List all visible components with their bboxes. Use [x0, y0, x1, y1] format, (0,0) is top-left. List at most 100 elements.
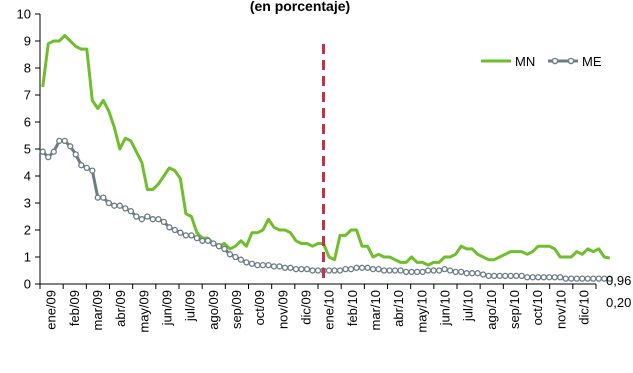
data-point-me	[540, 274, 547, 281]
data-point-me	[573, 275, 580, 282]
data-point-me	[144, 213, 151, 220]
x-tick-label: nov/10	[553, 290, 568, 329]
data-point-me	[105, 199, 112, 207]
data-point-me	[397, 267, 404, 274]
data-point-me	[314, 267, 322, 274]
data-point-me	[369, 265, 377, 273]
data-point-me	[518, 272, 525, 280]
x-tick-label: jul/09	[183, 290, 198, 322]
data-point-me	[446, 267, 454, 274]
data-point-me	[122, 205, 129, 212]
data-point-me	[298, 265, 305, 273]
x-tick-label: dic/09	[298, 290, 313, 325]
data-point-me	[347, 265, 355, 273]
x-tick-label: sep/09	[229, 290, 244, 329]
data-point-me	[276, 263, 283, 270]
data-point-me	[479, 271, 487, 278]
data-point-me	[551, 274, 558, 281]
data-point-me	[166, 224, 173, 231]
data-point-me	[358, 264, 366, 271]
data-point-me	[83, 164, 90, 172]
legend-me-marker	[551, 57, 559, 65]
series-layer	[39, 34, 613, 282]
data-point-me	[380, 267, 388, 274]
legend-me-label: ME	[582, 54, 602, 69]
data-point-me	[287, 264, 294, 271]
data-point-me	[408, 268, 415, 276]
data-point-me	[491, 272, 498, 280]
data-point-me	[265, 261, 272, 269]
x-tick-label: ene/09	[44, 290, 59, 330]
x-tick-label: oct/10	[530, 290, 545, 325]
data-point-me	[281, 264, 289, 271]
y-tick-label: 5	[24, 142, 31, 157]
legend-me-marker	[567, 57, 575, 65]
data-point-me	[468, 270, 476, 277]
data-point-me	[562, 275, 569, 282]
data-point-me	[292, 265, 300, 273]
data-point-me	[424, 267, 432, 274]
data-point-me	[111, 202, 118, 209]
data-point-me	[391, 267, 399, 274]
end-label-me: 0,20	[606, 295, 631, 310]
x-tick-label: abr/10	[391, 290, 406, 327]
data-point-me	[568, 275, 575, 282]
data-point-me	[452, 268, 459, 276]
data-point-me	[430, 267, 437, 274]
x-tick-label: feb/09	[67, 290, 82, 326]
data-point-me	[535, 274, 542, 281]
data-point-me	[507, 272, 514, 280]
data-point-me	[502, 272, 509, 280]
data-point-me	[457, 268, 465, 276]
x-tick-label: jun/10	[437, 290, 452, 326]
legend-mn-label: MN	[515, 54, 535, 69]
data-point-me	[309, 267, 316, 274]
data-point-me	[419, 268, 426, 276]
legend: MN ME	[481, 54, 602, 69]
data-point-me	[485, 272, 492, 280]
data-point-me	[513, 272, 520, 280]
y-tick-label: 9	[24, 34, 31, 49]
data-point-me	[441, 265, 448, 273]
series-line-mn	[41, 34, 611, 267]
x-tick-label: ene/10	[322, 290, 337, 330]
x-tick-label: oct/09	[252, 290, 267, 325]
data-point-me	[94, 194, 101, 201]
x-tick-label: may/10	[414, 290, 429, 333]
x-axis: ene/09 feb/09 mar/09 abr/09 may/09 jun/09 jul/…	[39, 283, 597, 333]
data-point-me	[78, 162, 85, 169]
data-point-me	[210, 240, 217, 247]
data-point-me	[557, 274, 564, 281]
data-point-me	[199, 237, 206, 244]
data-point-me	[226, 251, 234, 258]
data-point-me	[375, 265, 382, 273]
y-tick-label: 7	[24, 88, 31, 103]
x-tick-label: jun/09	[159, 290, 174, 326]
data-point-me	[182, 232, 190, 239]
data-point-me	[496, 272, 503, 280]
data-point-me	[138, 216, 145, 223]
data-point-me	[45, 153, 52, 161]
data-point-me	[100, 194, 107, 201]
data-point-me	[353, 264, 360, 271]
data-point-me	[529, 274, 536, 281]
data-point-me	[232, 253, 239, 261]
data-point-me	[193, 234, 201, 242]
y-tick-label: 8	[24, 61, 31, 76]
data-point-me	[188, 232, 195, 239]
data-point-me	[463, 270, 470, 277]
data-point-me	[50, 148, 57, 155]
x-tick-label: may/09	[136, 290, 151, 333]
data-point-me	[243, 259, 250, 266]
data-point-me	[364, 264, 371, 271]
data-point-me	[160, 218, 168, 226]
data-point-me	[303, 265, 311, 273]
data-point-me	[331, 267, 338, 274]
data-point-me	[270, 263, 278, 270]
data-point-me	[336, 267, 344, 274]
end-label-mn: 0,96	[606, 273, 631, 288]
data-point-me	[606, 275, 613, 282]
data-point-me	[204, 237, 212, 244]
data-point-me	[524, 274, 531, 281]
